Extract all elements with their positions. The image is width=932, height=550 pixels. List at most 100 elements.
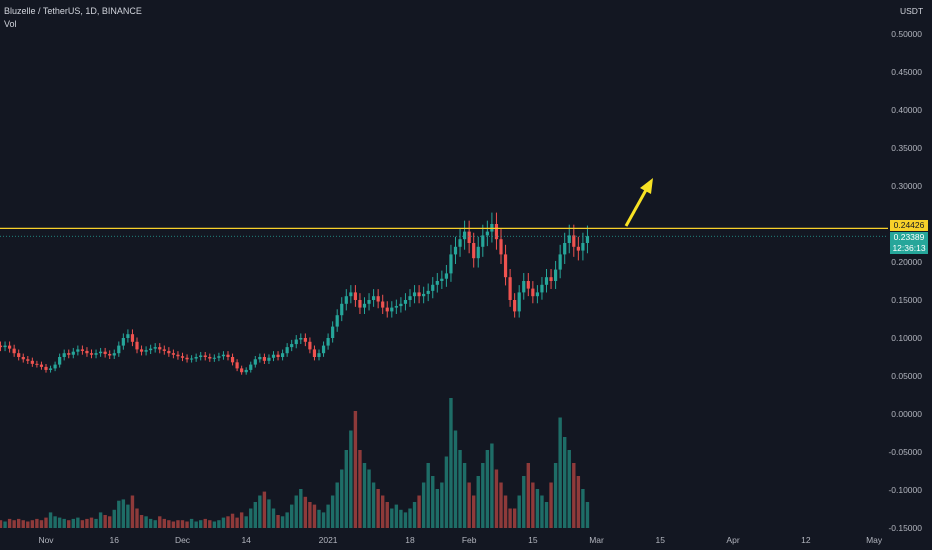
candle-body [48, 368, 53, 370]
volume-bar [17, 518, 21, 528]
volume-bar [194, 521, 198, 528]
y-axis-tick-label: 0.00000 [891, 409, 922, 419]
candle-body [308, 341, 312, 350]
volume-bar [67, 520, 71, 528]
candle-body [326, 338, 330, 346]
volume-bar [512, 508, 517, 528]
candle-body [558, 254, 562, 270]
volume-bar [0, 520, 3, 528]
volume-bar [253, 502, 257, 528]
volume-bar [294, 495, 298, 528]
candle-body [362, 303, 367, 308]
candle-body [408, 296, 412, 300]
y-axis-tick-label: 0.45000 [891, 67, 922, 77]
y-axis-tick-label: 0.20000 [891, 257, 922, 267]
candle-body [130, 334, 135, 342]
candle-body [394, 306, 398, 308]
volume-bar [349, 430, 353, 528]
candle-body [149, 348, 153, 351]
volume-bar [390, 508, 394, 528]
volume-bar [280, 516, 285, 528]
volume-bar [249, 508, 253, 528]
candle-body [312, 349, 317, 357]
volume-bar [203, 518, 207, 528]
candle-body [417, 292, 421, 297]
candle-body [453, 246, 458, 255]
candle-body [549, 277, 553, 281]
x-axis-tick-label: 15 [528, 535, 538, 545]
volume-bar [144, 516, 148, 528]
volume-bar [567, 450, 571, 528]
candle-body [422, 293, 426, 297]
candle-body [376, 296, 380, 302]
volume-bar [299, 489, 303, 528]
volume-bar [48, 512, 53, 528]
candle-body [276, 354, 280, 357]
candle-body [153, 347, 157, 349]
volume-bar [189, 518, 194, 528]
volume-bar [444, 456, 449, 528]
volume-bar [303, 496, 308, 528]
candle-body [531, 288, 535, 297]
candle-body [253, 359, 257, 365]
volume-bar [549, 482, 553, 528]
candle-body [44, 366, 48, 370]
candle-body [267, 357, 271, 361]
volume-bar [158, 516, 162, 528]
candle-body [349, 292, 353, 297]
candle-body [208, 357, 212, 359]
candle-body [271, 354, 276, 358]
volume-bar [421, 482, 426, 528]
volume-bar [117, 500, 121, 528]
candle-body [230, 357, 235, 363]
candle-body [449, 254, 453, 274]
volume-bar [340, 469, 344, 528]
x-axis-tick-label: Apr [726, 535, 739, 545]
volume-bar [199, 520, 203, 528]
candle-body [499, 239, 503, 255]
volume-bar [358, 450, 362, 528]
symbol-title: Bluzelle / TetherUS, 1D, BINANCE [4, 6, 142, 16]
x-axis-tick-label: 2021 [319, 535, 338, 545]
volume-bar [317, 509, 321, 528]
last-price-badge: 0.23389 [890, 232, 928, 243]
x-axis-tick-label: May [866, 535, 883, 545]
volume-bar [544, 502, 549, 528]
candle-body [540, 284, 544, 293]
y-axis-tick-label: 0.05000 [891, 371, 922, 381]
volume-bar [167, 520, 171, 528]
candle-body [290, 344, 294, 348]
candle-body [503, 254, 508, 278]
candle-body [249, 364, 253, 370]
candle-body [185, 357, 189, 360]
candle-body [53, 364, 57, 369]
volume-bar [490, 443, 494, 528]
volume-bar [481, 463, 485, 528]
candle-body [203, 355, 207, 357]
candle-body [89, 353, 94, 355]
candle-body [412, 292, 417, 297]
x-axis-tick-label: Feb [462, 535, 477, 545]
volume-bar [312, 504, 317, 528]
volume-bar [30, 520, 35, 528]
candle-body [103, 351, 107, 354]
candle-body [472, 243, 476, 259]
countdown-badge: 12:36:13 [890, 243, 928, 254]
candle-body [0, 345, 3, 348]
candle-body [30, 360, 34, 364]
candle-body [508, 277, 512, 300]
volume-bar [535, 489, 540, 528]
candle-body [440, 278, 444, 281]
volume-bar [330, 495, 335, 528]
candle-body [581, 243, 585, 251]
volume-bar [503, 495, 508, 528]
up-arrow-head-icon [640, 178, 653, 194]
volume-bar [440, 482, 444, 528]
candle-body [554, 269, 558, 281]
y-axis-tick-label: 0.35000 [891, 143, 922, 153]
candle-body [112, 353, 116, 356]
candle-body [190, 358, 194, 360]
candle-body [435, 281, 439, 285]
volume-bar [431, 476, 435, 528]
